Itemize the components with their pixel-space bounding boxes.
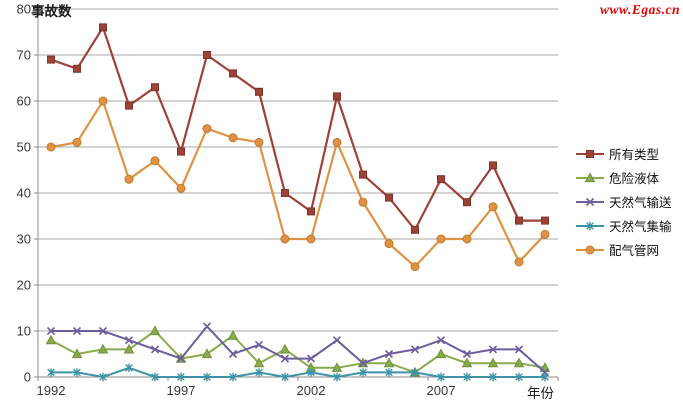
legend-label: 天然气集输 xyxy=(609,219,672,234)
series-配气管网 xyxy=(46,96,550,272)
y-tick-label: 20 xyxy=(17,278,31,293)
legend-marker-square-icon xyxy=(576,147,604,159)
y-tick-label: 0 xyxy=(24,370,31,385)
y-tick-label: 80 xyxy=(17,2,31,17)
series-天然气集输 xyxy=(47,363,549,382)
watermark-url: www.Egas.cn xyxy=(599,2,680,17)
legend-marker-x-icon xyxy=(576,195,604,207)
legend-item-distribution-network: 配气管网 xyxy=(576,237,672,261)
x-tick-label: 1992 xyxy=(37,383,66,398)
legend-item-hazardous-liquid: 危险液体 xyxy=(576,165,672,189)
legend-label: 天然气输送 xyxy=(609,195,672,210)
legend-marker-asterisk-icon xyxy=(576,219,604,231)
series-所有类型 xyxy=(47,23,549,234)
legend-marker-triangle-icon xyxy=(576,171,604,183)
legend-item-gas-transmission: 天然气输送 xyxy=(576,189,672,213)
series-天然气输送 xyxy=(46,322,550,377)
y-tick-label: 60 xyxy=(17,94,31,109)
legend-label: 危险液体 xyxy=(609,171,660,186)
x-tick-label: 1997 xyxy=(167,383,196,398)
y-tick-label: 70 xyxy=(17,48,31,63)
y-tick-label: 50 xyxy=(17,140,31,155)
legend-item-all-types: 所有类型 xyxy=(576,141,672,165)
legend-marker-circle-icon xyxy=(576,243,604,255)
chart-legend: 所有类型 危险液体 天然气输送 天然气集输 配气管网 xyxy=(576,141,672,261)
legend-item-gas-gathering: 天然气集输 xyxy=(576,213,672,237)
series-危险液体 xyxy=(45,325,551,377)
y-tick-label: 40 xyxy=(17,186,31,201)
legend-label: 所有类型 xyxy=(609,147,660,162)
x-tick-label: 2007 xyxy=(427,383,456,398)
x-tick-label: 2002 xyxy=(297,383,326,398)
y-axis-title: 事故数 xyxy=(31,4,72,19)
legend-label: 配气管网 xyxy=(609,243,660,258)
x-axis-title: 年份 xyxy=(527,386,554,401)
y-tick-label: 10 xyxy=(17,324,31,339)
y-tick-label: 30 xyxy=(17,232,31,247)
